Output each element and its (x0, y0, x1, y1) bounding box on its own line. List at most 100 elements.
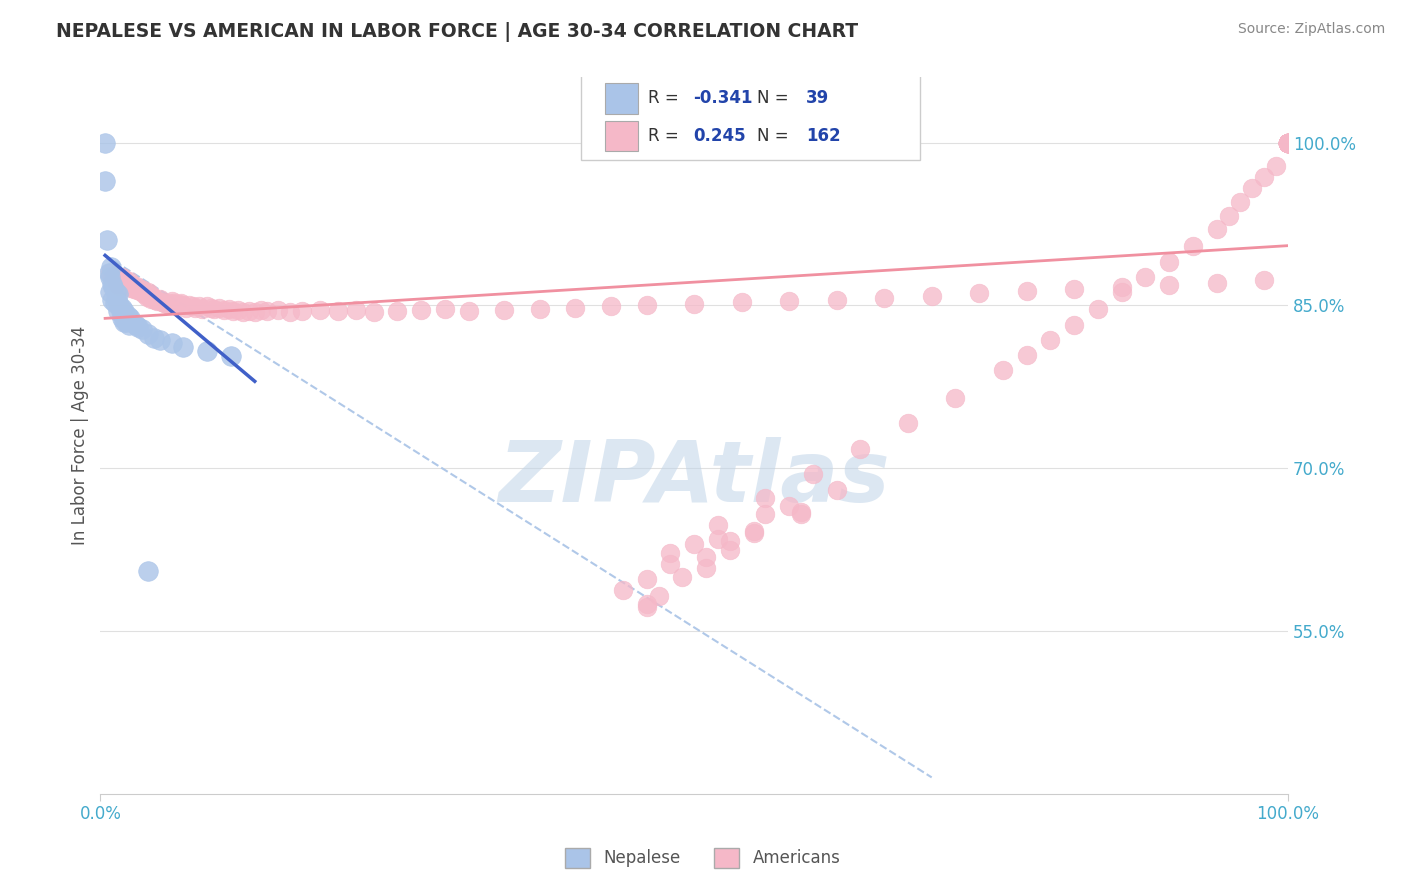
Text: N =: N = (756, 127, 789, 145)
Point (219, 349, 242, 363)
Point (433, 301, 456, 316)
Point (1277, 136, 1299, 150)
Point (118, 277, 141, 291)
Point (153, 296, 176, 310)
FancyBboxPatch shape (605, 121, 638, 151)
Point (94, 173, 117, 187)
Point (636, 298, 658, 312)
Point (200, 301, 222, 315)
Text: R =: R = (648, 127, 683, 145)
Text: 39: 39 (806, 89, 830, 108)
Point (165, 298, 187, 312)
Point (249, 302, 271, 317)
Point (187, 300, 209, 314)
Point (1063, 318, 1085, 332)
Point (1277, 136, 1299, 150)
Point (659, 546, 682, 560)
Point (754, 491, 776, 506)
Point (181, 300, 204, 314)
Point (174, 301, 197, 315)
Point (146, 293, 169, 308)
Point (121, 277, 143, 292)
Point (683, 537, 706, 551)
Text: 162: 162 (806, 127, 841, 145)
Point (97, 266, 120, 280)
Point (707, 532, 730, 546)
Point (120, 281, 142, 295)
Text: Source: ZipAtlas.com: Source: ZipAtlas.com (1237, 22, 1385, 37)
Point (105, 277, 128, 291)
Point (107, 287, 129, 301)
Legend: Nepalese, Americans: Nepalese, Americans (558, 841, 848, 875)
Y-axis label: In Labor Force | Age 30-34: In Labor Force | Age 30-34 (72, 326, 89, 545)
Point (1277, 136, 1299, 150)
Point (131, 285, 153, 300)
Point (98, 270, 121, 285)
Point (1277, 136, 1299, 150)
Point (291, 303, 314, 318)
Point (111, 307, 134, 321)
Point (101, 271, 124, 285)
Point (344, 302, 367, 317)
Point (149, 333, 172, 347)
Point (202, 301, 225, 316)
Point (754, 507, 776, 521)
Point (139, 287, 162, 301)
Point (1159, 255, 1181, 269)
Point (778, 293, 800, 308)
Point (131, 322, 153, 336)
Point (111, 270, 134, 285)
Point (1135, 270, 1157, 285)
Point (208, 301, 231, 315)
Point (121, 315, 143, 329)
Text: R =: R = (648, 89, 683, 108)
FancyBboxPatch shape (605, 84, 638, 113)
Point (1277, 136, 1299, 150)
Point (184, 301, 207, 315)
Point (136, 564, 159, 578)
Point (179, 298, 201, 312)
Point (141, 292, 163, 306)
Point (695, 550, 717, 565)
Point (108, 278, 131, 293)
Point (114, 309, 136, 323)
Point (173, 340, 195, 354)
Point (125, 278, 148, 293)
Point (1277, 136, 1299, 150)
Point (110, 303, 132, 318)
Point (111, 301, 134, 315)
Point (267, 302, 290, 317)
Text: -0.341: -0.341 (693, 89, 752, 108)
Point (1087, 301, 1109, 316)
Point (1229, 195, 1251, 210)
Point (695, 561, 717, 575)
Point (96, 233, 118, 247)
Point (1277, 136, 1299, 150)
Point (134, 285, 156, 300)
Point (1015, 348, 1038, 362)
Point (1277, 136, 1299, 150)
Point (115, 315, 138, 329)
Text: 0.245: 0.245 (693, 127, 745, 145)
Point (945, 391, 967, 405)
Point (195, 343, 218, 358)
Point (98, 266, 121, 280)
Point (115, 277, 138, 291)
Point (1277, 136, 1299, 150)
Point (222, 303, 245, 318)
Point (136, 326, 159, 341)
Point (1277, 136, 1299, 150)
Point (991, 363, 1014, 377)
Point (1039, 333, 1062, 347)
Point (1277, 136, 1299, 150)
Point (280, 305, 302, 319)
Point (1218, 210, 1240, 224)
Point (1277, 136, 1299, 150)
Point (129, 282, 152, 296)
Point (1277, 136, 1299, 150)
Point (778, 499, 800, 513)
Point (170, 296, 193, 310)
Point (873, 291, 896, 305)
Point (1265, 160, 1288, 174)
Point (105, 293, 128, 307)
